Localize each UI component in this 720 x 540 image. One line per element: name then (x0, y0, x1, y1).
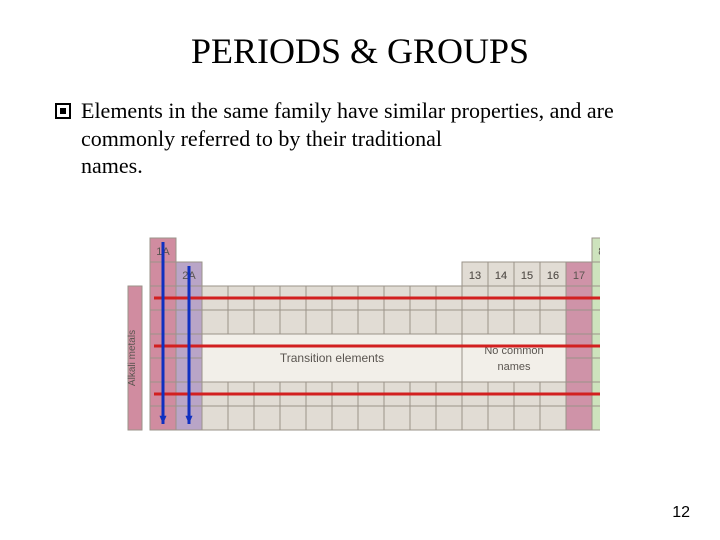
bullet-text: Elements in the same family have similar… (81, 97, 665, 152)
svg-text:8A: 8A (598, 246, 600, 258)
bullet-item: Elements in the same family have similar… (55, 97, 665, 152)
bullet-list: Elements in the same family have similar… (0, 72, 720, 152)
bullet-icon (55, 103, 71, 119)
page-number: 12 (672, 504, 690, 522)
svg-text:15: 15 (521, 270, 533, 282)
periodic-table-figure: 1A8A12A131415161722345671A2A8A1314151617… (120, 230, 600, 455)
svg-text:17: 17 (573, 270, 585, 282)
bullet-continuation: names. (0, 152, 720, 180)
svg-text:names: names (497, 361, 531, 373)
svg-text:Transition elements: Transition elements (280, 351, 384, 365)
svg-text:16: 16 (547, 270, 559, 282)
slide-title: PERIODS & GROUPS (0, 0, 720, 72)
svg-text:13: 13 (469, 270, 481, 282)
svg-text:14: 14 (495, 270, 507, 282)
svg-text:Alkali metals: Alkali metals (127, 330, 138, 386)
periodic-table-svg: 1A8A12A131415161722345671A2A8A1314151617… (120, 230, 600, 455)
